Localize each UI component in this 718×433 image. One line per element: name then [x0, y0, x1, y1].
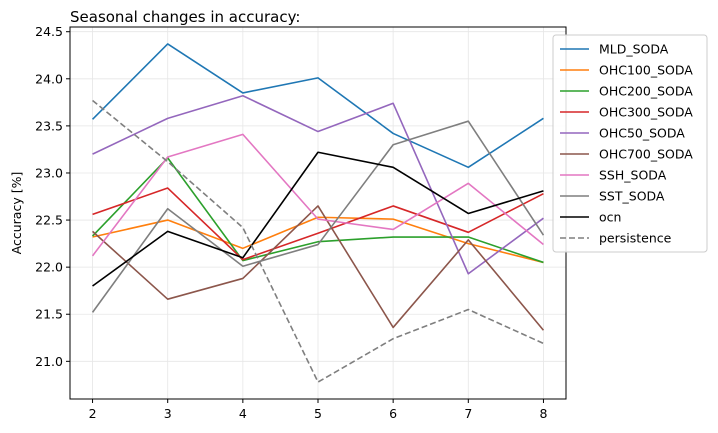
x-tick-label: 3 — [164, 406, 172, 421]
legend-label: OHC300_SODA — [599, 105, 693, 120]
series-line-ohc50-soda — [92, 94, 544, 275]
x-tick-label: 6 — [389, 406, 397, 421]
y-tick-label: 21.5 — [35, 307, 63, 322]
legend-label: SSH_SODA — [599, 168, 667, 183]
y-tick-label: 22.0 — [35, 260, 63, 275]
series-line-sst-soda — [91, 120, 545, 313]
y-tick-label: 21.0 — [35, 354, 63, 369]
chart-title: Seasonal changes in accuracy: — [70, 8, 300, 26]
y-tick-label: 22.5 — [35, 213, 63, 228]
series-line-ssh-soda — [91, 133, 544, 257]
y-tick-label: 24.5 — [35, 24, 63, 39]
series-line-ohc100-soda — [92, 216, 544, 264]
legend-label: persistence — [599, 231, 672, 246]
series-line-mld-soda — [91, 43, 544, 169]
series-line-ohc700-soda — [92, 205, 545, 331]
x-tick-label: 8 — [539, 406, 547, 421]
legend-label: OHC100_SODA — [599, 63, 693, 78]
x-tick-label: 4 — [239, 406, 247, 421]
legend-label: OHC50_SODA — [599, 126, 685, 141]
legend-label: MLD_SODA — [599, 42, 669, 57]
legend: MLD_SODA OHC100_SODA OHC200_SODA OHC300_SOD… — [552, 34, 708, 253]
grid — [70, 27, 566, 399]
legend-label: SST_SODA — [599, 189, 665, 204]
y-tick-label: 23.0 — [35, 165, 63, 180]
series-line-ocn — [92, 151, 544, 287]
series-line-ohc300-soda — [92, 187, 544, 261]
x-tick-label: 5 — [314, 406, 322, 421]
axis-ticks: 2 3 4 5 6 7 8 21.0 21.5 22.0 22.5 23.0 23.5 24.0 24.5 — [35, 24, 547, 421]
legend-label: OHC700_SODA — [599, 147, 693, 162]
legend-box — [552, 34, 708, 253]
y-tick-label: 23.5 — [35, 118, 63, 133]
y-axis-label: Accuracy [%] — [9, 172, 24, 255]
legend-label: OHC200_SODA — [599, 84, 693, 99]
series-line-persistence — [92, 99, 544, 383]
x-tick-label: 2 — [89, 406, 97, 421]
y-tick-label: 24.0 — [35, 71, 63, 86]
legend-label: ocn — [599, 210, 621, 225]
series-lines — [91, 43, 545, 383]
x-tick-label: 7 — [464, 406, 472, 421]
